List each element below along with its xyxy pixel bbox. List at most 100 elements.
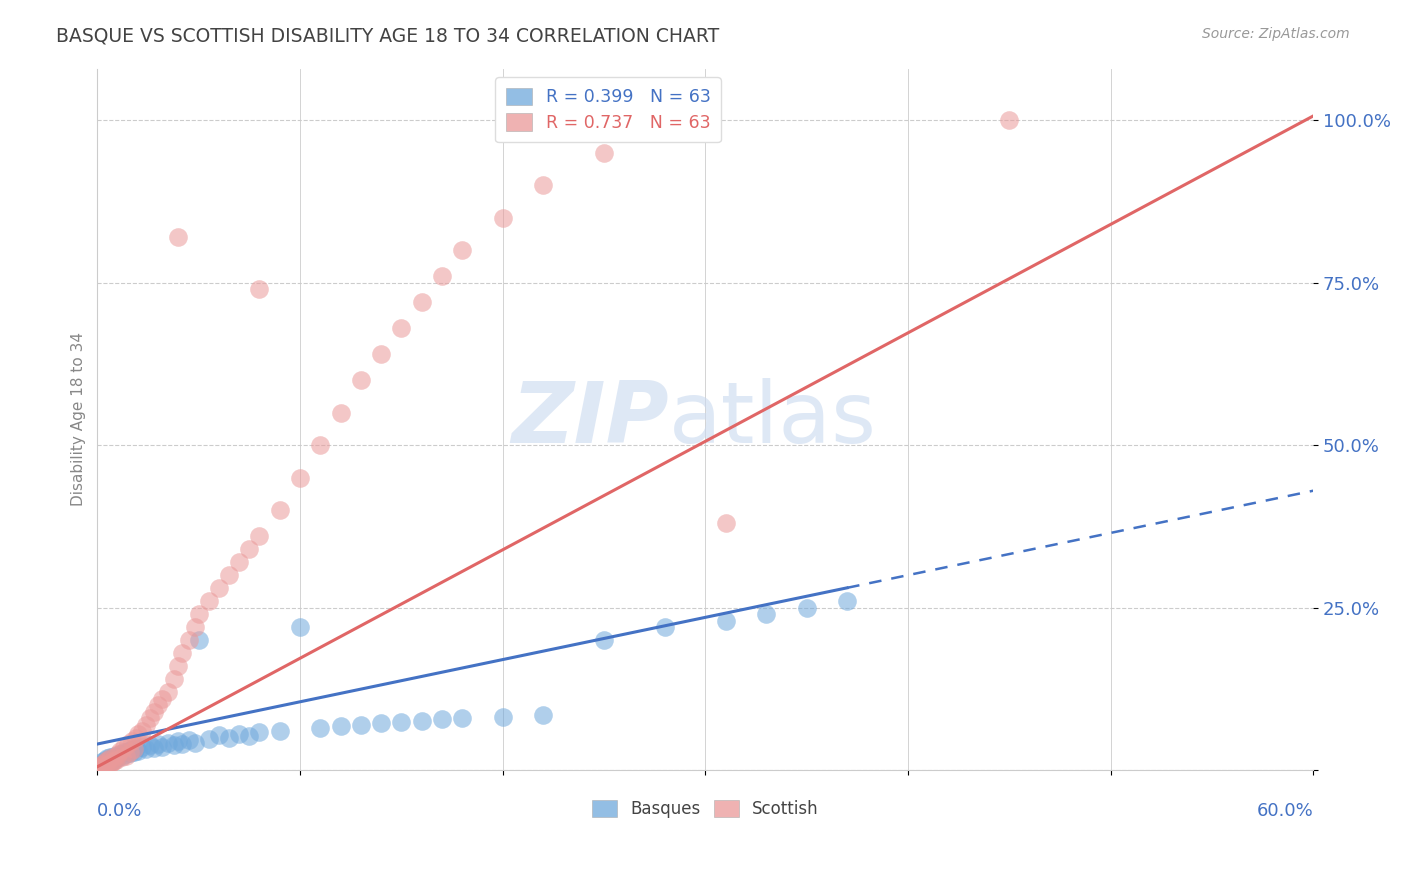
Point	[288, 620, 311, 634]
Point	[249, 282, 271, 296]
Point	[309, 438, 332, 452]
Point	[112, 745, 135, 759]
Point	[94, 755, 117, 769]
Point	[89, 760, 111, 774]
Point	[96, 756, 118, 771]
Point	[411, 295, 433, 310]
Point	[531, 178, 554, 193]
Point	[112, 740, 135, 755]
Point	[249, 529, 271, 543]
Point	[131, 724, 153, 739]
Point	[143, 705, 166, 719]
Point	[139, 739, 162, 753]
Point	[98, 755, 121, 769]
Point	[714, 516, 737, 531]
Point	[796, 600, 818, 615]
Point	[157, 736, 180, 750]
Point	[90, 760, 112, 774]
Point	[389, 321, 412, 335]
Point	[208, 581, 231, 595]
Point	[163, 739, 186, 753]
Point	[118, 745, 141, 759]
Point	[837, 594, 859, 608]
Point	[114, 747, 136, 762]
Point	[143, 740, 166, 755]
Point	[654, 113, 676, 128]
Point	[228, 555, 250, 569]
Point	[94, 759, 117, 773]
Point	[288, 471, 311, 485]
Point	[350, 717, 373, 731]
Point	[430, 269, 453, 284]
Point	[492, 211, 515, 225]
Point	[90, 757, 112, 772]
Point	[121, 742, 143, 756]
Point	[228, 726, 250, 740]
Point	[329, 719, 352, 733]
Text: atlas: atlas	[669, 377, 877, 461]
Point	[218, 731, 240, 745]
Point	[172, 737, 194, 751]
Point	[430, 712, 453, 726]
Point	[755, 607, 778, 621]
Point	[93, 759, 115, 773]
Point	[150, 739, 173, 754]
Point	[90, 757, 112, 772]
Point	[121, 733, 143, 747]
Point	[167, 659, 190, 673]
Point	[93, 756, 115, 771]
Point	[218, 568, 240, 582]
Point	[98, 750, 121, 764]
Point	[177, 733, 200, 747]
Point	[157, 685, 180, 699]
Point	[389, 714, 412, 729]
Point	[593, 633, 616, 648]
Point	[90, 755, 112, 769]
Point	[122, 742, 145, 756]
Point	[96, 757, 118, 772]
Point	[114, 748, 136, 763]
Point	[108, 743, 131, 757]
Point	[714, 614, 737, 628]
Point	[187, 633, 209, 648]
Point	[100, 755, 122, 769]
Point	[198, 594, 221, 608]
Point	[309, 721, 332, 735]
Point	[370, 347, 392, 361]
Point	[131, 739, 153, 754]
Point	[167, 230, 190, 244]
Point	[93, 760, 115, 774]
Point	[350, 373, 373, 387]
Point	[117, 737, 139, 751]
Point	[98, 756, 121, 771]
Point	[411, 714, 433, 728]
Point	[98, 751, 121, 765]
Point	[103, 750, 125, 764]
Point	[111, 748, 134, 763]
Point	[125, 731, 148, 745]
Point	[93, 756, 115, 771]
Point	[198, 731, 221, 746]
Point	[187, 607, 209, 621]
Text: 60.0%: 60.0%	[1257, 802, 1313, 820]
Point	[104, 751, 127, 765]
Point	[108, 747, 131, 761]
Y-axis label: Disability Age 18 to 34: Disability Age 18 to 34	[72, 332, 86, 507]
Point	[135, 717, 157, 731]
Point	[139, 711, 162, 725]
Text: Source: ZipAtlas.com: Source: ZipAtlas.com	[1202, 27, 1350, 41]
Point	[103, 753, 125, 767]
Point	[96, 753, 118, 767]
Point	[654, 620, 676, 634]
Point	[208, 728, 231, 742]
Point	[104, 753, 127, 767]
Point	[127, 727, 149, 741]
Point	[172, 646, 194, 660]
Point	[103, 748, 125, 763]
Text: BASQUE VS SCOTTISH DISABILITY AGE 18 TO 34 CORRELATION CHART: BASQUE VS SCOTTISH DISABILITY AGE 18 TO …	[56, 27, 720, 45]
Point	[146, 698, 169, 712]
Point	[111, 750, 134, 764]
Point	[107, 747, 129, 761]
Point	[177, 633, 200, 648]
Point	[107, 750, 129, 764]
